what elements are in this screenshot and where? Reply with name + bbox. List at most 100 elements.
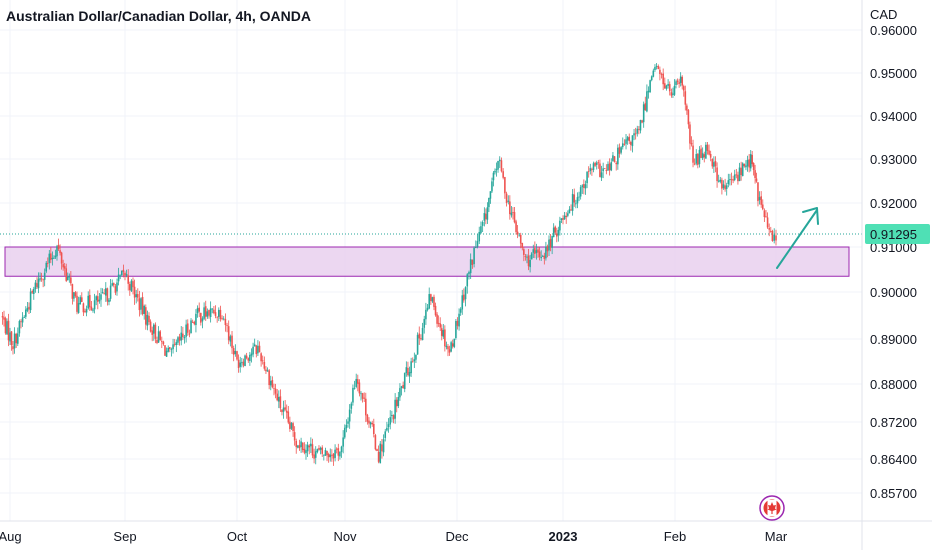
- candle: [284, 400, 286, 412]
- candle: [603, 168, 606, 170]
- candle: [253, 338, 256, 347]
- support-zone-rectangle[interactable]: [4, 246, 850, 277]
- candle-body: [448, 349, 451, 353]
- candle-body: [678, 82, 680, 84]
- candle-body: [175, 342, 178, 345]
- arrow-head: [802, 207, 819, 225]
- candle-body: [642, 104, 645, 123]
- candle: [402, 381, 404, 389]
- candle: [247, 357, 250, 363]
- candle: [400, 385, 403, 396]
- candle-body: [25, 309, 27, 317]
- candle: [700, 145, 702, 159]
- candle: [74, 291, 77, 298]
- candle-body: [186, 323, 189, 333]
- candle-body: [652, 70, 655, 77]
- candle: [451, 339, 454, 349]
- projection-arrow[interactable]: [776, 207, 819, 269]
- candle: [236, 350, 238, 361]
- candle-body: [121, 270, 123, 276]
- candle: [23, 315, 25, 318]
- candle-body: [43, 272, 46, 280]
- candle-body: [343, 427, 346, 438]
- candle-body: [141, 296, 144, 315]
- candle: [34, 279, 37, 293]
- candle: [339, 451, 341, 460]
- candle-body: [682, 86, 685, 91]
- candle: [515, 219, 517, 235]
- candle-body: [342, 437, 344, 447]
- canada-flag-icon[interactable]: [759, 495, 785, 521]
- candle-body: [10, 331, 13, 345]
- candle: [410, 357, 412, 377]
- candle: [563, 211, 566, 220]
- candle-body: [29, 291, 32, 311]
- candle-body: [17, 333, 19, 344]
- candle-body: [74, 292, 77, 297]
- candle-body: [183, 337, 186, 339]
- candle-body: [140, 298, 142, 310]
- candle-body: [713, 162, 715, 167]
- candle-body: [646, 91, 648, 112]
- price-axis[interactable]: 0.960000.950000.940000.930000.920000.910…: [870, 23, 917, 501]
- candle: [623, 139, 626, 146]
- candle: [579, 184, 582, 200]
- candle-body: [668, 84, 671, 92]
- candle-body: [253, 344, 256, 347]
- candle: [416, 332, 419, 355]
- candle: [613, 156, 616, 163]
- candle: [655, 63, 658, 70]
- candle: [495, 162, 498, 177]
- candle-body: [769, 230, 772, 232]
- candle: [97, 290, 99, 310]
- candle-body: [36, 283, 38, 287]
- candle-body: [182, 333, 184, 338]
- candle: [287, 405, 290, 425]
- candle: [68, 273, 71, 283]
- candle: [636, 125, 639, 137]
- candle-body: [84, 310, 86, 312]
- candle-body: [670, 92, 673, 96]
- last-price-tag-background: [865, 224, 930, 245]
- candle-body: [18, 321, 21, 334]
- candle: [386, 421, 388, 432]
- candle: [305, 444, 307, 460]
- candle: [426, 303, 429, 312]
- candle: [568, 206, 571, 214]
- candle: [573, 188, 576, 207]
- price-tick-label: 0.89000: [870, 332, 917, 347]
- candle: [371, 420, 373, 427]
- time-axis[interactable]: Aug Sep Oct Nov Dec 2023 Feb Mar: [0, 529, 788, 544]
- candle: [111, 279, 113, 287]
- candle-body: [608, 163, 611, 171]
- candle: [241, 357, 243, 368]
- candle-body: [281, 409, 283, 413]
- candle-body: [727, 180, 730, 185]
- candle: [618, 143, 621, 158]
- candle-body: [705, 144, 707, 159]
- candle-body: [40, 278, 43, 280]
- candle-body: [153, 324, 155, 334]
- candle: [491, 177, 493, 193]
- candle-body: [773, 234, 775, 241]
- candle: [415, 354, 417, 364]
- candle-body: [746, 159, 749, 167]
- candle-body: [200, 312, 202, 323]
- candle-body: [607, 163, 609, 171]
- candle-body: [425, 309, 427, 320]
- candle: [76, 291, 78, 315]
- candle-body: [113, 283, 115, 286]
- candle-body: [676, 80, 679, 82]
- candle: [82, 302, 85, 316]
- candle-body: [434, 305, 437, 316]
- candle: [571, 189, 574, 216]
- candle: [535, 243, 538, 260]
- candle-body: [675, 81, 677, 86]
- candle-body: [206, 311, 209, 317]
- candle-body: [68, 276, 71, 278]
- candle-body: [415, 354, 417, 360]
- candle-body: [12, 346, 14, 350]
- candle-body: [271, 380, 274, 388]
- candle: [768, 223, 770, 237]
